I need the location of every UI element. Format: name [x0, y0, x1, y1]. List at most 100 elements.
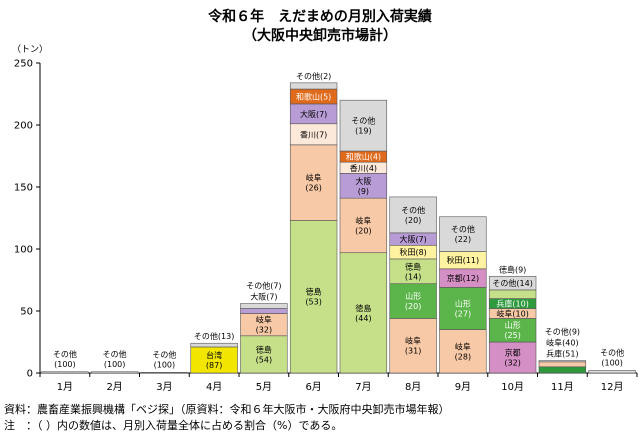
y-tick-label: 0 — [27, 369, 33, 380]
segment-label: 大阪 — [355, 176, 371, 186]
segment-percent: (14) — [405, 272, 421, 281]
bar-segment — [289, 144, 338, 221]
segment-percent: (20) — [405, 302, 421, 311]
bar-segment — [339, 173, 388, 199]
segment-label: その他 — [600, 348, 624, 358]
segment-label: 兵庫(51) — [546, 349, 578, 359]
segment-percent: (25) — [504, 331, 520, 340]
x-tick-label: 4月 — [206, 381, 222, 393]
segment-label: 徳島 — [355, 303, 371, 313]
bar-segment — [240, 308, 288, 314]
bar-segment — [488, 275, 537, 291]
segment-percent: (44) — [355, 314, 371, 323]
bar-segment — [538, 366, 587, 374]
segment-label: 京都 — [505, 348, 521, 358]
bar-segment — [389, 196, 437, 234]
segment-percent: (100) — [601, 359, 623, 368]
bar-segment — [90, 371, 139, 374]
bar-segment — [538, 360, 587, 363]
chart-title: 令和６年 えだまめの月別入荷実績 — [208, 9, 432, 25]
bar-segment — [289, 82, 338, 90]
segment-label: その他(7) — [246, 281, 281, 291]
segment-label: 岐阜(10) — [496, 308, 528, 318]
segment-label: 岐阜 — [405, 336, 421, 346]
bar-segment — [339, 197, 388, 254]
bar-segment — [190, 342, 238, 348]
bar-segment — [389, 318, 437, 374]
y-tick-label: 50 — [20, 307, 33, 318]
x-tick-label: 10月 — [501, 381, 524, 393]
x-tick-label: 8月 — [405, 381, 421, 393]
segment-label: 岐阜 — [455, 341, 471, 351]
segment-label: 和歌山(5) — [296, 91, 331, 101]
segment-label: 大阪(7) — [250, 292, 277, 302]
x-tick-label: 2月 — [106, 381, 122, 393]
bar-segment — [439, 216, 487, 252]
segment-label: その他(13) — [194, 331, 234, 341]
bar-segment — [240, 335, 288, 374]
segment-label: 山形 — [405, 291, 421, 301]
segment-label: 秋田(8) — [399, 247, 426, 257]
y-axis-unit: （トン） — [12, 44, 48, 55]
segment-percent: (32) — [504, 359, 520, 368]
bar-segment — [41, 371, 89, 374]
bar-segment — [488, 289, 537, 299]
x-tick-label: 9月 — [455, 381, 471, 393]
segment-label: 香川(4) — [350, 163, 377, 173]
segment-percent: (26) — [305, 184, 321, 193]
y-tick-label: 250 — [14, 59, 33, 70]
segment-percent: (20) — [405, 216, 421, 225]
segment-label: その他(9) — [545, 327, 580, 337]
segment-percent: (20) — [355, 226, 371, 235]
segment-label: その他 — [351, 116, 375, 126]
segment-percent: (19) — [355, 127, 371, 136]
segment-label: 京都(12) — [447, 273, 479, 283]
source-note: 資料：農畜産業振興機構「ベジ探」（原資料：令和６年大阪市・大阪府中央卸売市場年報… — [4, 403, 450, 416]
remark-note: 注 ：（ ）内の数値は、月別入荷量全体に占める割合（%）である。 — [4, 419, 343, 432]
x-tick-label: 11月 — [551, 381, 574, 393]
segment-label: 大阪(7) — [300, 109, 327, 119]
segment-percent: (100) — [54, 360, 76, 369]
segment-label: 大阪(7) — [399, 234, 426, 244]
segment-label: 和歌山(4) — [346, 152, 381, 162]
segment-percent: (53) — [305, 298, 321, 307]
stacked-bar-chart: （トン）0501001502002501月その他(100)2月その他(100)3… — [12, 44, 638, 393]
segment-label: 徳島 — [405, 261, 421, 271]
segment-percent: (54) — [256, 355, 272, 364]
segment-percent: (100) — [104, 360, 126, 369]
bar-segment — [538, 361, 587, 368]
segment-label: その他(14) — [492, 278, 532, 288]
segment-percent: (28) — [455, 352, 471, 361]
segment-label: 徳島(9) — [499, 264, 526, 274]
segment-percent: (31) — [405, 347, 421, 356]
y-tick-label: 100 — [14, 245, 33, 256]
segment-percent: (27) — [455, 310, 471, 319]
segment-label: 岐阜 — [306, 173, 322, 183]
x-tick-label: 7月 — [355, 381, 371, 393]
segment-label: 山形 — [505, 320, 521, 330]
segment-label: 香川(7) — [300, 129, 327, 139]
segment-label: 徳島 — [256, 344, 272, 354]
segment-label: 兵庫(10) — [496, 299, 528, 309]
segment-label: 秋田(11) — [447, 255, 479, 265]
segment-percent: (100) — [154, 360, 176, 369]
y-tick-label: 150 — [14, 183, 33, 194]
segment-percent: (32) — [256, 326, 272, 335]
bar-segment — [339, 252, 388, 374]
segment-percent: (9) — [358, 187, 369, 196]
segment-label: 徳島 — [306, 287, 322, 297]
segment-label: 岐阜 — [355, 215, 371, 225]
x-tick-label: 1月 — [57, 381, 73, 393]
segment-label: その他(2) — [296, 71, 331, 81]
segment-percent: (87) — [206, 361, 222, 370]
segment-label: 山形 — [455, 299, 471, 309]
segment-percent: (22) — [455, 235, 471, 244]
segment-label: 岐阜 — [256, 315, 272, 325]
segment-label: その他 — [103, 349, 127, 359]
segment-label: その他 — [401, 205, 425, 215]
bar-segment — [439, 329, 487, 374]
bar-segment — [289, 220, 338, 374]
y-tick-label: 200 — [14, 121, 33, 132]
segment-label: 岐阜(40) — [546, 338, 578, 348]
segment-label: その他 — [152, 349, 176, 359]
